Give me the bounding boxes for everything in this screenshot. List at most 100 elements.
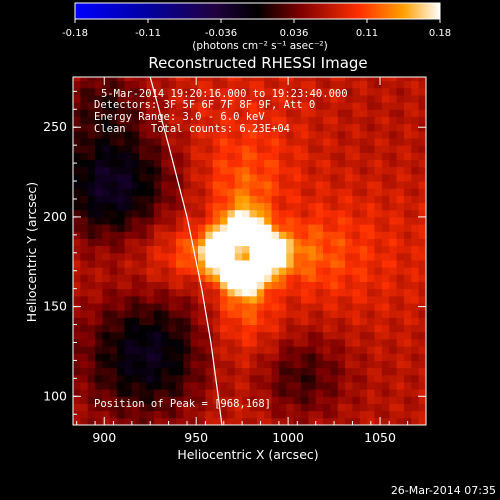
- heatmap-cell: [183, 231, 192, 239]
- heatmap-cell: [117, 410, 125, 419]
- heatmap-cell: [389, 77, 398, 82]
- heatmap-cell: [220, 145, 228, 153]
- heatmap-cell: [227, 274, 236, 282]
- heatmap-cell: [389, 159, 398, 168]
- heatmap-cell: [389, 403, 398, 412]
- heatmap-cell: [381, 245, 390, 254]
- heatmap-cell: [102, 331, 111, 340]
- heatmap-cell: [300, 295, 309, 304]
- heatmap-cell: [212, 188, 221, 196]
- heatmap-cell: [345, 353, 353, 361]
- heatmap-cell: [308, 224, 317, 232]
- heatmap-cell: [212, 166, 221, 175]
- heatmap-cell: [139, 317, 148, 326]
- heatmap-cell: [131, 367, 140, 376]
- heatmap-cell: [323, 159, 331, 168]
- heatmap-cell: [389, 173, 398, 182]
- heatmap-cell: [124, 173, 133, 182]
- heatmap-cell: [411, 224, 420, 232]
- heatmap-cell: [131, 410, 140, 419]
- heatmap-cell: [131, 245, 140, 254]
- heatmap-cell: [396, 403, 405, 412]
- heatmap-cell: [153, 195, 162, 204]
- heatmap-cell: [264, 130, 273, 139]
- heatmap-cell: [87, 202, 96, 211]
- heatmap-cell: [396, 173, 405, 182]
- heatmap-cell: [102, 188, 111, 196]
- heatmap-cell: [161, 80, 170, 89]
- heatmap-cell: [352, 80, 361, 89]
- heatmap-cell: [212, 346, 221, 354]
- heatmap-cell: [323, 87, 331, 96]
- heatmap-cell: [146, 346, 155, 354]
- heatmap-cell: [205, 173, 214, 182]
- heatmap-cell: [418, 224, 426, 232]
- heatmap-cell: [109, 224, 118, 232]
- heatmap-cell: [227, 116, 236, 125]
- heatmap-cell: [73, 137, 81, 146]
- heatmap-cell: [359, 310, 368, 318]
- heatmap-cell: [168, 410, 177, 419]
- heatmap-cell: [293, 173, 302, 182]
- heatmap-cell: [117, 252, 125, 261]
- heatmap-cell: [249, 310, 258, 318]
- heatmap-cell: [198, 130, 206, 139]
- heatmap-cell: [102, 152, 111, 161]
- heatmap-cell: [95, 310, 103, 318]
- heatmap-cell: [293, 224, 302, 232]
- heatmap-cell: [411, 410, 420, 419]
- heatmap-cell: [330, 259, 339, 268]
- heatmap-cell: [256, 317, 265, 326]
- heatmap-cell: [146, 295, 155, 304]
- heatmap-cell: [161, 216, 170, 225]
- heatmap-cell: [264, 202, 273, 211]
- heatmap-cell: [374, 166, 383, 175]
- heatmap-cell: [293, 80, 302, 89]
- heatmap-cell: [278, 238, 287, 247]
- heatmap-cell: [102, 310, 111, 318]
- heatmap-cell: [227, 216, 236, 225]
- heatmap-cell: [381, 417, 390, 425]
- heatmap-cell: [396, 123, 405, 132]
- heatmap-cell: [220, 181, 228, 189]
- heatmap-cell: [374, 245, 383, 254]
- heatmap-cell: [411, 389, 420, 397]
- heatmap-cell: [183, 374, 192, 383]
- heatmap-cell: [271, 209, 280, 218]
- heatmap-cell: [403, 130, 412, 139]
- heatmap-cell: [95, 116, 103, 125]
- heatmap-cell: [264, 87, 273, 96]
- heatmap-cell: [389, 288, 398, 297]
- heatmap-cell: [249, 152, 258, 161]
- heatmap-cell: [293, 137, 302, 146]
- heatmap-cell: [161, 195, 170, 204]
- heatmap-cell: [411, 252, 420, 261]
- heatmap-cell: [403, 288, 412, 297]
- heatmap-cell: [264, 252, 273, 261]
- heatmap-cell: [242, 310, 250, 318]
- heatmap-cell: [102, 109, 111, 117]
- heatmap-cell: [205, 209, 214, 218]
- heatmap-cell: [411, 216, 420, 225]
- heatmap-cell: [212, 224, 221, 232]
- heatmap-cell: [161, 353, 170, 361]
- x-tick-label: 1000: [272, 430, 304, 445]
- heatmap-cell: [278, 410, 287, 419]
- heatmap-cell: [205, 152, 214, 161]
- heatmap-cell: [256, 152, 265, 161]
- heatmap-cell: [315, 224, 324, 232]
- heatmap-cell: [337, 267, 346, 275]
- heatmap-cell: [271, 231, 280, 239]
- heatmap-cell: [198, 94, 206, 103]
- heatmap-cell: [87, 238, 96, 247]
- heatmap-cell: [337, 202, 346, 211]
- heatmap-cell: [73, 109, 81, 117]
- heatmap-cell: [367, 145, 376, 153]
- heatmap-cell: [146, 303, 155, 311]
- heatmap-cell: [124, 130, 133, 139]
- heatmap-cell: [234, 77, 243, 82]
- heatmap-cell: [227, 231, 236, 239]
- heatmap-cell: [168, 195, 177, 204]
- heatmap-cell: [396, 274, 405, 282]
- heatmap-cell: [109, 216, 118, 225]
